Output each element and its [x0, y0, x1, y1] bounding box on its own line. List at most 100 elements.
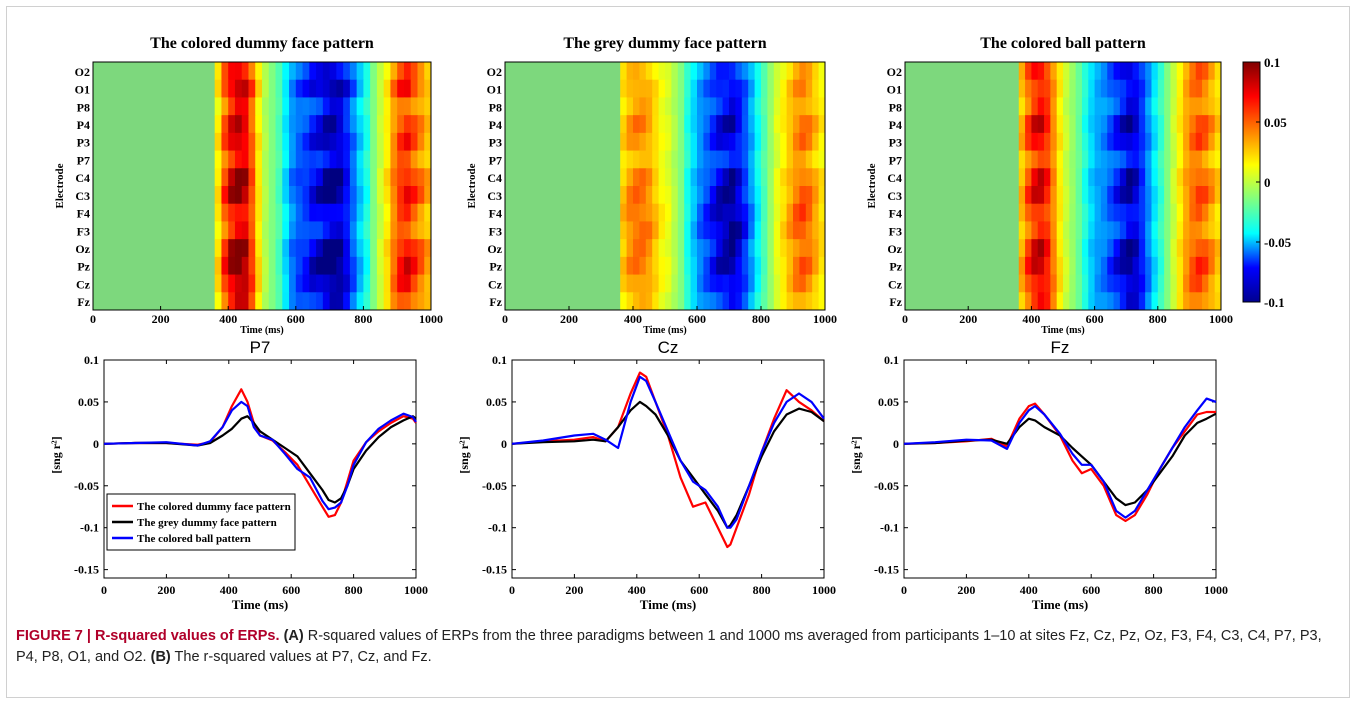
- heatmap-cell: [652, 79, 660, 98]
- heatmap-cell: [248, 150, 256, 169]
- heatmap-cell: [1214, 274, 1222, 293]
- y-tick-label: -0.15: [74, 563, 99, 577]
- electrode-tick-label: P8: [77, 100, 90, 114]
- y-tick-label: 0.05: [78, 395, 99, 409]
- heatmap-cell: [228, 274, 236, 293]
- heatmap-cell: [228, 203, 236, 222]
- line-chart-xlabel-2: Time (ms): [1032, 597, 1088, 612]
- heatmap-cell: [645, 203, 653, 222]
- heatmap-cell: [780, 239, 788, 258]
- heatmap-cell: [349, 79, 358, 98]
- heatmap-cell: [383, 239, 391, 258]
- heatmap-cell: [214, 168, 222, 187]
- heatmap-cell: [241, 150, 249, 169]
- heatmap-cell: [690, 79, 698, 98]
- heatmap-cell: [1183, 97, 1190, 116]
- heatmap-cell: [1157, 203, 1165, 222]
- heatmap-cell: [1025, 186, 1032, 205]
- heatmap-cell: [805, 274, 813, 293]
- heatmap-cell: [633, 97, 640, 116]
- heatmap-cell: [767, 256, 775, 276]
- heatmap-cell: [786, 168, 794, 187]
- heatmap-cell: [316, 203, 324, 222]
- heatmap-cell: [735, 186, 743, 205]
- heatmap-cell: [1214, 150, 1222, 169]
- heatmap-cell: [620, 62, 628, 81]
- heatmap-cell: [424, 97, 432, 116]
- heatmap-cell: [221, 221, 229, 240]
- heatmap-cell: [780, 203, 788, 222]
- heatmap-cell: [1075, 132, 1083, 152]
- heatmap-cell: [1214, 168, 1222, 187]
- heatmap-cell: [626, 256, 634, 276]
- heatmap-cell: [248, 186, 256, 205]
- heatmap-cell: [262, 132, 270, 152]
- heatmap-cell: [1088, 186, 1096, 205]
- heatmap-cell: [767, 97, 775, 116]
- heatmap-cell: [1157, 150, 1165, 169]
- heatmap-cell: [295, 292, 304, 311]
- heatmap-cell: [234, 115, 243, 134]
- heatmap-cell: [741, 186, 749, 205]
- heatmap-cell: [658, 168, 666, 187]
- x-tick-label: 600: [688, 312, 706, 326]
- x-tick-label: 400: [219, 312, 237, 326]
- heatmap-cell: [1183, 150, 1190, 169]
- heatmap-cell: [349, 186, 358, 205]
- heatmap-cell: [1107, 221, 1115, 240]
- heatmap-cell: [1208, 132, 1216, 152]
- heatmap-cell: [302, 150, 310, 169]
- heatmap-cell: [1126, 292, 1134, 311]
- heatmap-cell: [671, 150, 679, 169]
- heatmap-cell: [652, 292, 660, 311]
- heatmap-cell: [709, 132, 717, 152]
- heatmap-ylabel-0: Electrode: [54, 163, 66, 208]
- heatmap-cell: [302, 132, 310, 152]
- heatmap-cell: [268, 79, 277, 98]
- heatmap-cell: [633, 150, 640, 169]
- heatmap-cell: [336, 132, 344, 152]
- heatmap-cell: [620, 150, 628, 169]
- heatmap-cell: [363, 115, 371, 134]
- heatmap-cell: [1151, 79, 1159, 98]
- heatmap-cell: [620, 186, 628, 205]
- heatmap-cell: [722, 62, 730, 81]
- heatmap-cell: [1088, 79, 1096, 98]
- heatmap-cell: [289, 256, 297, 276]
- heatmap-cell: [1208, 274, 1216, 293]
- heatmap-cell: [248, 292, 256, 311]
- heatmap-cell: [805, 97, 813, 116]
- heatmap-cell: [417, 203, 425, 222]
- heatmap-cell: [255, 186, 263, 205]
- heatmap-cell: [363, 97, 371, 116]
- x-tick-label: 1000: [1209, 312, 1233, 326]
- heatmap-cell: [295, 150, 304, 169]
- heatmap-cell: [1164, 292, 1171, 311]
- y-tick-label: 0.1: [84, 353, 99, 367]
- heatmap-cell: [767, 221, 775, 240]
- heatmap-cell: [780, 256, 788, 276]
- heatmap-cell: [1202, 203, 1209, 222]
- heatmap-cell: [818, 292, 826, 311]
- heatmap-cell: [722, 239, 730, 258]
- heatmap-cell: [309, 97, 317, 116]
- heatmap-cell: [1063, 132, 1070, 152]
- heatmap-cell: [403, 274, 412, 293]
- heatmap-cell: [268, 168, 277, 187]
- heatmap-cell: [1208, 239, 1216, 258]
- y-tick-label: -0.1: [880, 521, 899, 535]
- heatmap-cell: [684, 203, 692, 222]
- heatmap-cell: [812, 115, 820, 134]
- heatmap-cell: [709, 239, 717, 258]
- x-tick-label: 400: [624, 312, 642, 326]
- heatmap-cell: [1195, 221, 1203, 240]
- heatmap-cell: [1050, 221, 1058, 240]
- heatmap-cell: [1056, 221, 1064, 240]
- heatmap-cell: [268, 239, 277, 258]
- heatmap-cell: [1119, 274, 1127, 293]
- heatmap-cell: [658, 97, 666, 116]
- heatmap-cell: [316, 256, 324, 276]
- heatmap-cell: [658, 115, 666, 134]
- heatmap-cell: [1018, 115, 1026, 134]
- heatmap-cell: [221, 292, 229, 311]
